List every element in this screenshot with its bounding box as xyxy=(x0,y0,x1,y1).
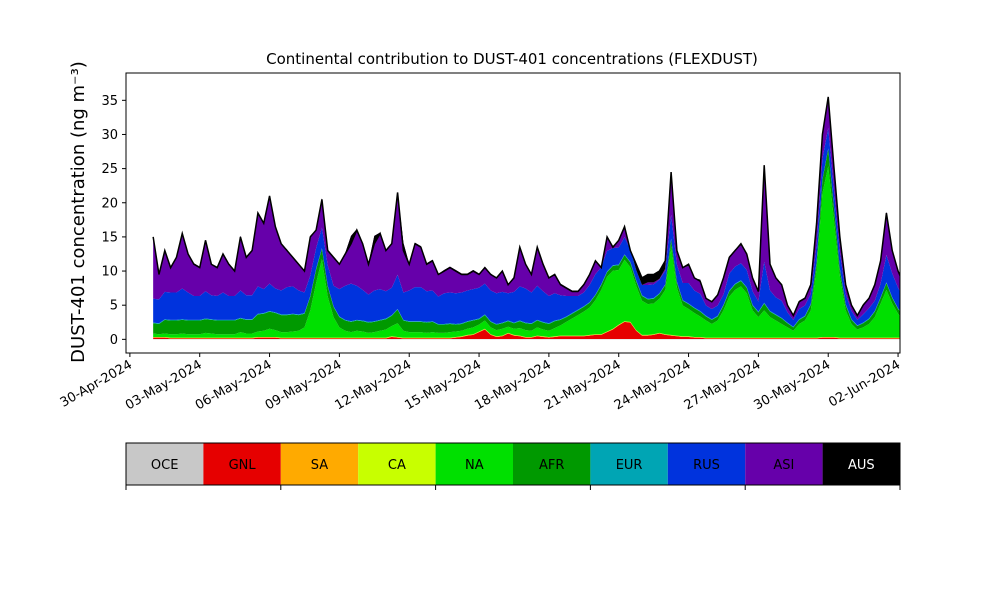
legend-swatch-eur xyxy=(590,443,668,485)
stacked-areas xyxy=(153,96,900,340)
source-legend-colorbar: OCE GNL SA CA NA AFR EUR RUS ASI AUS xyxy=(125,442,901,490)
legend-swatch-na xyxy=(435,443,513,485)
y-tick-label: 25 xyxy=(101,162,118,177)
legend-swatch-ca xyxy=(358,443,436,485)
x-tick-label: 02-Jun-2024 xyxy=(826,357,903,410)
total-line xyxy=(152,96,900,318)
x-tick-label: 18-May-2024 xyxy=(472,357,554,413)
x-axis-ticks: 30-Apr-202403-May-202406-May-202409-May-… xyxy=(58,353,903,413)
legend-label-sa: SA xyxy=(311,458,328,473)
chart-title: Continental contribution to DUST-401 con… xyxy=(266,50,758,68)
legend-swatch-afr xyxy=(513,443,591,485)
area-asi xyxy=(153,96,900,320)
legend-swatch-rus xyxy=(667,443,746,485)
legend-swatch-gnl xyxy=(203,443,281,485)
y-axis-label: DUST-401 concentration (ng m⁻³) xyxy=(68,61,89,363)
legend-frame xyxy=(125,442,901,486)
x-tick-label: 03-May-2024 xyxy=(123,357,205,413)
legend-label-na: NA xyxy=(465,458,484,473)
legend-label-afr: AFR xyxy=(539,458,564,473)
y-tick-label: 10 xyxy=(101,265,118,280)
legend-label-asi: ASI xyxy=(773,458,794,473)
legend-label-rus: RUS xyxy=(693,458,720,473)
y-tick-label: 5 xyxy=(110,299,118,314)
area-rus xyxy=(153,127,900,327)
x-tick-label: 30-May-2024 xyxy=(752,357,834,413)
x-tick-label: 21-May-2024 xyxy=(542,357,624,413)
x-tick-label: 09-May-2024 xyxy=(263,357,345,413)
legend-label-gnl: GNL xyxy=(229,458,257,473)
legend-label-aus: AUS xyxy=(848,458,875,473)
x-tick-label: 27-May-2024 xyxy=(682,357,764,413)
x-tick-label: 24-May-2024 xyxy=(612,357,694,413)
legend-swatch-oce xyxy=(126,443,204,485)
y-tick-label: 30 xyxy=(101,128,118,143)
x-tick-label: 15-May-2024 xyxy=(402,357,484,413)
y-axis-ticks: 0 5 10 15 20 25 30 35 xyxy=(101,94,126,348)
x-tick-label: 12-May-2024 xyxy=(333,357,415,413)
plot-frame xyxy=(125,72,901,354)
legend-label-ca: CA xyxy=(388,458,406,473)
legend-label-oce: OCE xyxy=(151,458,179,473)
area-na xyxy=(153,166,900,338)
y-tick-label: 15 xyxy=(101,230,118,245)
x-tick-label: 06-May-2024 xyxy=(193,357,275,413)
y-tick-label: 35 xyxy=(101,94,118,109)
legend-swatch-sa xyxy=(280,443,359,485)
legend-swatch-aus xyxy=(822,443,900,485)
area-afr xyxy=(153,149,900,335)
legend-label-eur: EUR xyxy=(616,458,643,473)
y-tick-label: 20 xyxy=(101,196,118,211)
legend-swatch-asi xyxy=(745,443,823,485)
y-tick-label: 0 xyxy=(110,333,118,348)
